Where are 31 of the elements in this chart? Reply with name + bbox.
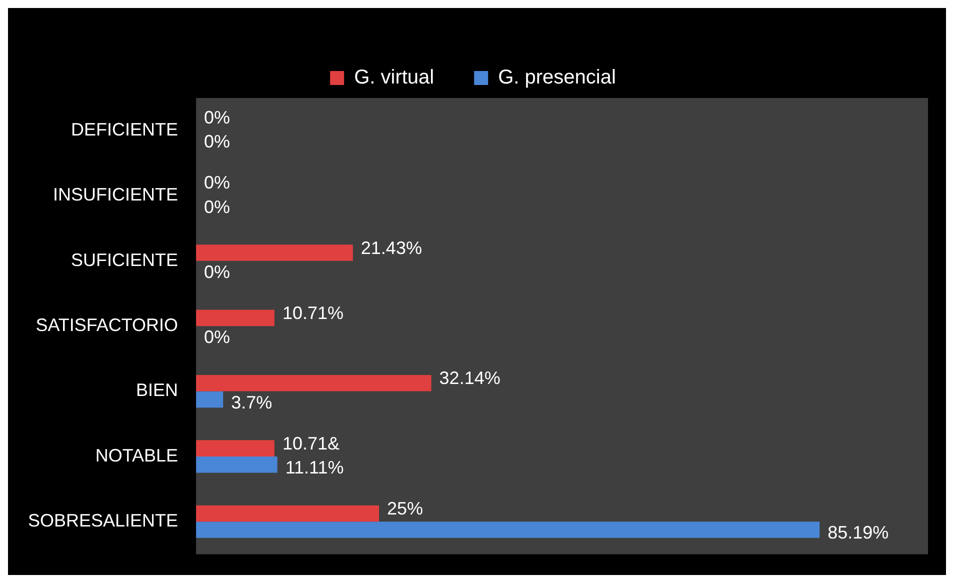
bar	[196, 310, 274, 326]
legend-label: G. presencial	[498, 66, 616, 89]
data-label: 0%	[204, 327, 230, 348]
y-tick-label: INSUFICIENTE	[53, 184, 178, 205]
legend-label: G. virtual	[354, 66, 434, 89]
data-label: 32.14%	[439, 368, 500, 388]
data-label: 0%	[204, 132, 230, 152]
data-label: 0%	[204, 262, 230, 282]
data-label: 0%	[204, 196, 230, 217]
bar	[196, 374, 432, 392]
data-label: 85.19%	[828, 522, 889, 543]
y-tick-label: SOBRESALIENTE	[28, 510, 178, 531]
data-label: 11.11%	[285, 458, 344, 478]
data-label: 10.71%	[282, 302, 344, 323]
y-tick-label: DEFICIENTE	[71, 120, 178, 140]
bar	[196, 440, 274, 456]
bar	[196, 244, 353, 261]
data-label: 0%	[204, 107, 230, 128]
y-tick-label: SUFICIENTE	[71, 250, 178, 270]
data-label: 10.71&	[282, 433, 340, 454]
data-label: 0%	[204, 172, 230, 193]
y-tick-label: SATISFACTORIO	[36, 315, 178, 336]
data-label: 3.7%	[231, 392, 272, 412]
y-tick-label: NOTABLE	[95, 445, 178, 466]
data-label: 25%	[387, 498, 424, 518]
bar	[196, 505, 380, 522]
bar	[196, 456, 278, 473]
bar	[196, 522, 820, 538]
bar	[196, 391, 224, 408]
y-tick-label: BIEN	[136, 380, 178, 400]
data-label: 21.43%	[360, 238, 422, 258]
